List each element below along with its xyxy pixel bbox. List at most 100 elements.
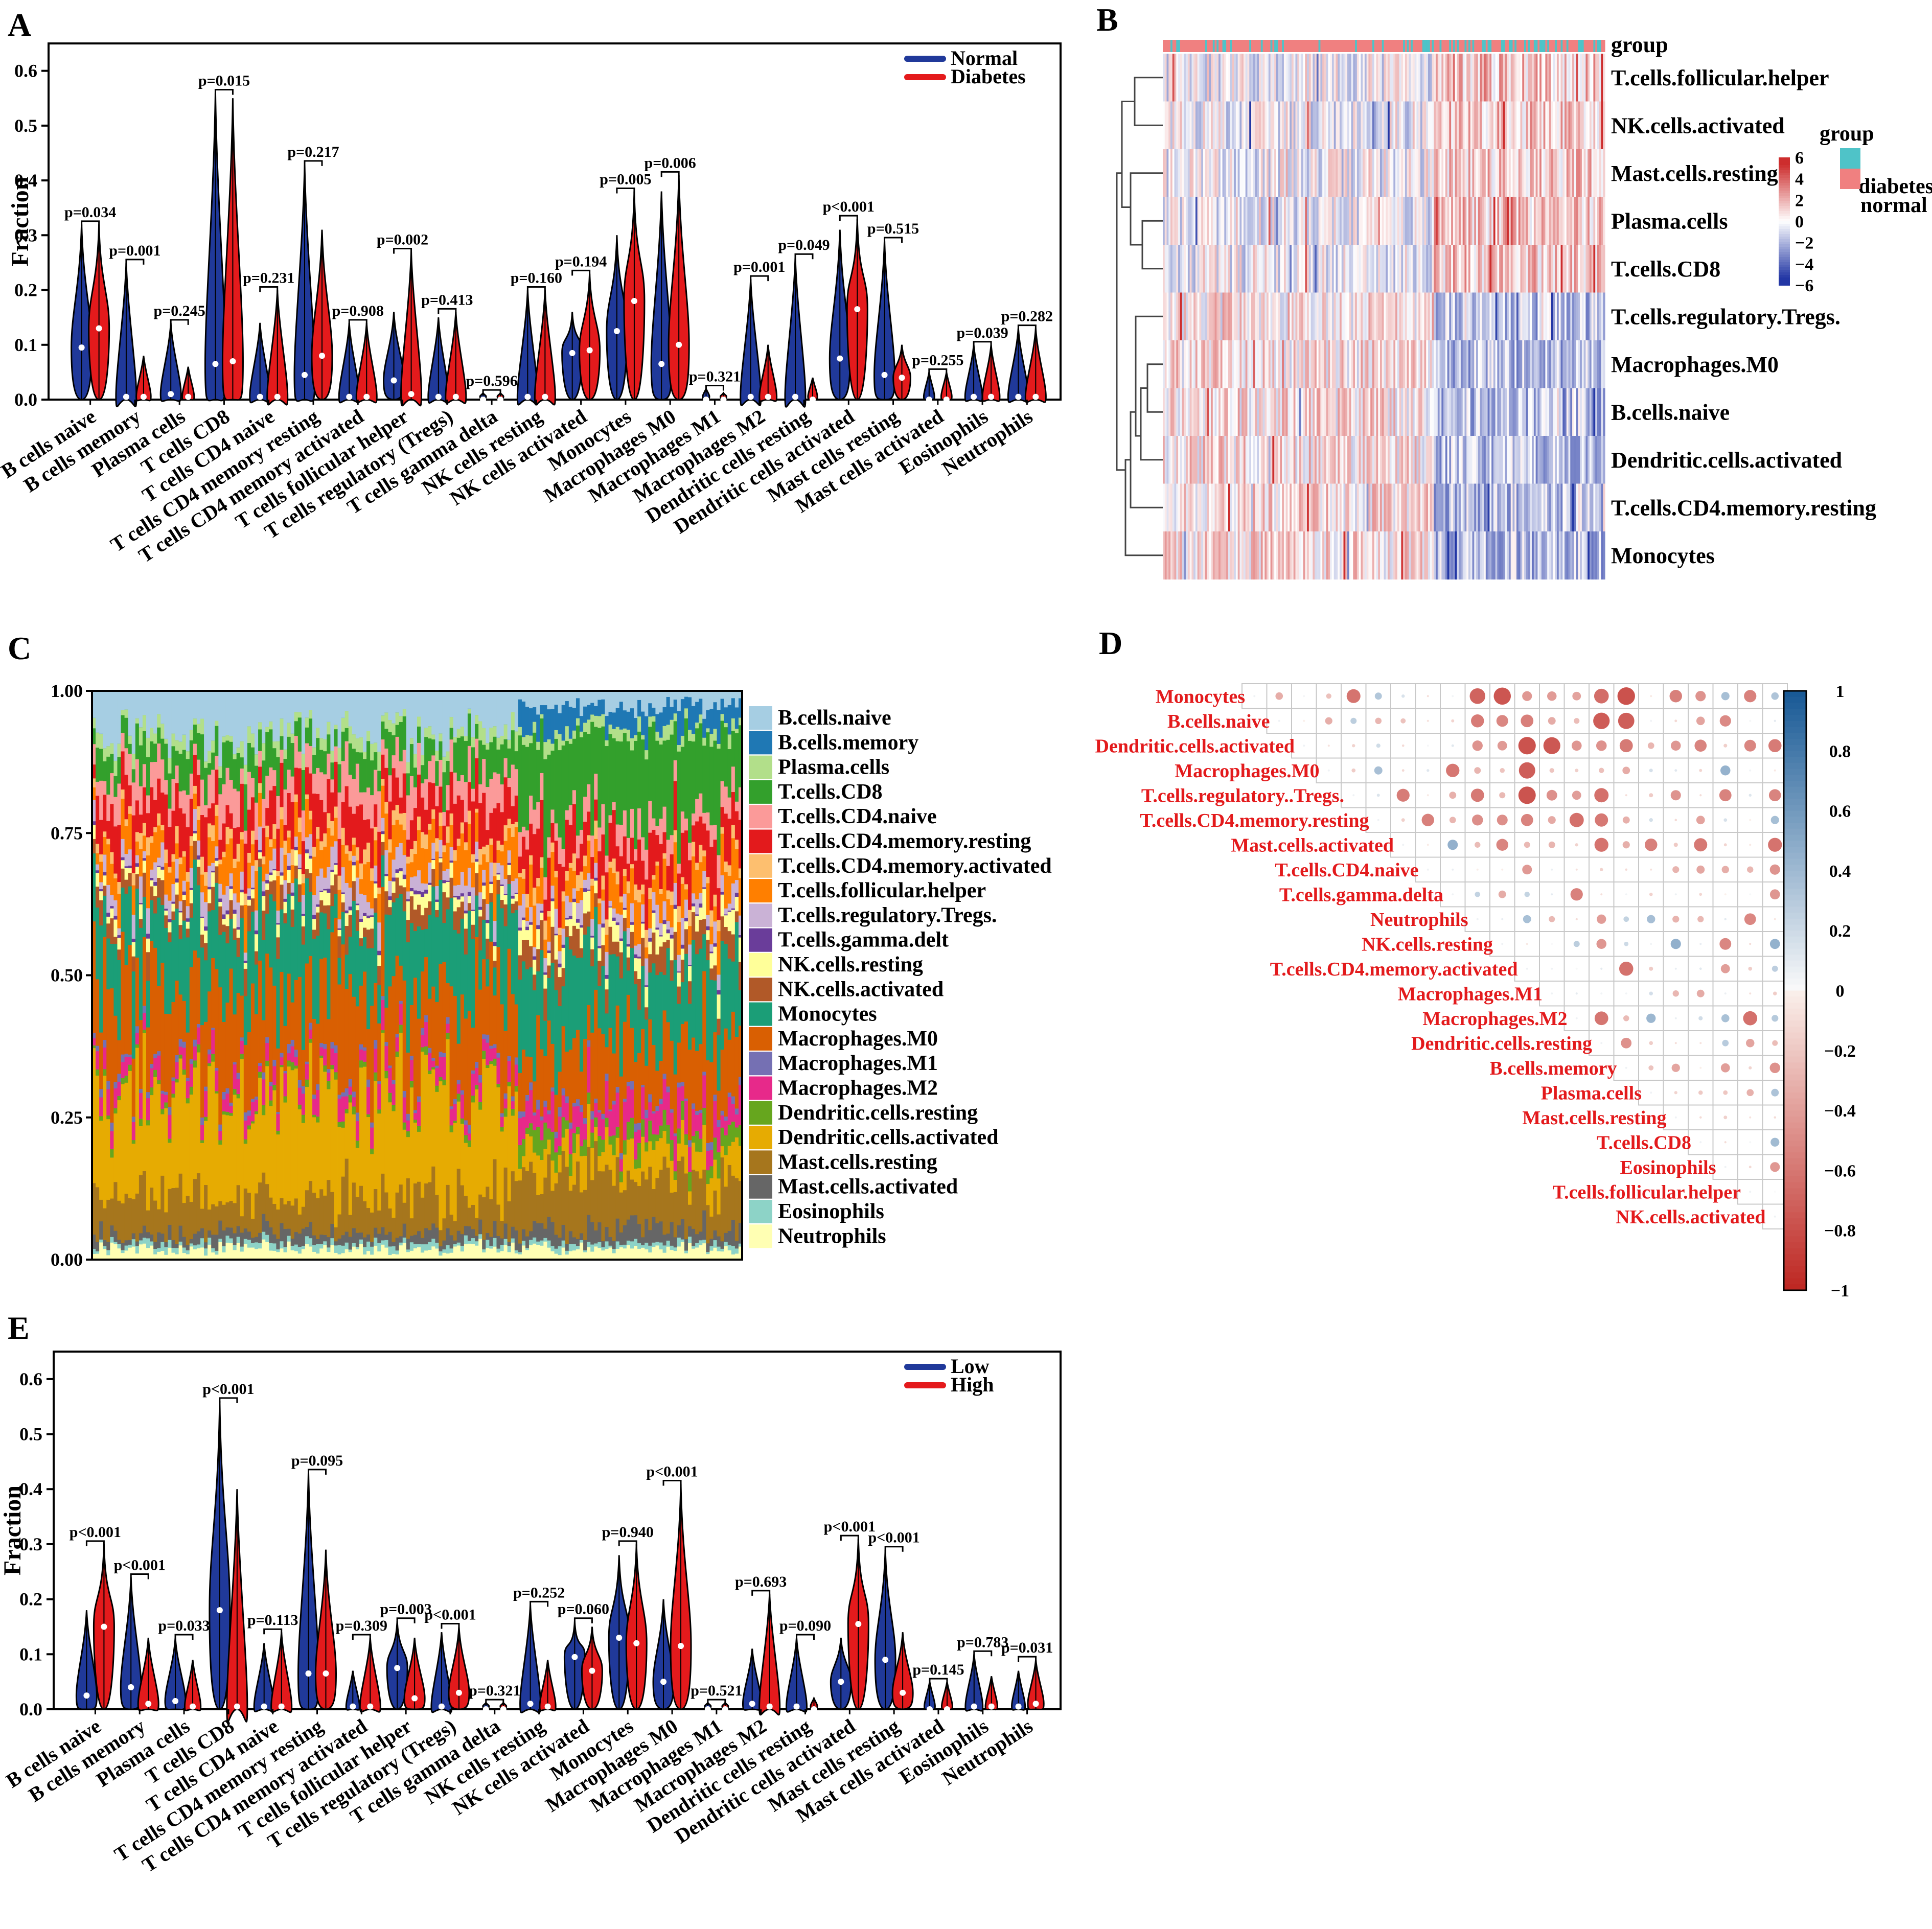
heatmap-cell bbox=[1191, 531, 1194, 580]
heatmap-cell bbox=[1580, 54, 1582, 102]
heatmap-cell bbox=[1303, 54, 1305, 102]
median-dot bbox=[747, 393, 754, 400]
stacked-bar-segment bbox=[247, 1239, 251, 1248]
stacked-bar-segment bbox=[200, 815, 204, 857]
heatmap-cell bbox=[1451, 149, 1454, 198]
stacked-bar-segment bbox=[222, 857, 226, 895]
heatmap-cell bbox=[1409, 149, 1411, 198]
heatmap-cell bbox=[1416, 483, 1419, 532]
heatmap-cell bbox=[1395, 531, 1398, 580]
heatmap-cell bbox=[1187, 101, 1190, 150]
heatmap-cell bbox=[1290, 197, 1292, 245]
stacked-bar-segment bbox=[305, 837, 309, 850]
heatmap-cell bbox=[1253, 436, 1256, 484]
stacked-bar-segment bbox=[146, 757, 150, 796]
stacked-bar-segment bbox=[124, 868, 129, 880]
stacked-bar-segment bbox=[319, 1248, 324, 1260]
stacked-bar-segment bbox=[229, 968, 233, 1103]
stacked-bar-segment bbox=[128, 872, 132, 887]
y-tick-label: 0.5 bbox=[19, 1424, 42, 1445]
heatmap-cell bbox=[1468, 245, 1471, 293]
heatmap-cell bbox=[1480, 531, 1482, 580]
stacked-bar-segment bbox=[243, 843, 248, 894]
stacked-bar-segment bbox=[344, 710, 349, 728]
median-dot bbox=[571, 1654, 578, 1660]
stacked-bar-segment bbox=[204, 1086, 208, 1091]
group-annotation-cell bbox=[1541, 40, 1544, 52]
heatmap-cell bbox=[1164, 54, 1167, 102]
stacked-bar-segment bbox=[99, 1097, 103, 1117]
stacked-bar-segment bbox=[204, 805, 208, 818]
heatmap-cell bbox=[1522, 101, 1525, 150]
heatmap-cell bbox=[1426, 388, 1429, 436]
stacked-bar-segment bbox=[269, 894, 273, 968]
heatmap-cell bbox=[1535, 245, 1538, 293]
heatmap-cell bbox=[1476, 531, 1479, 580]
heatmap-cell bbox=[1359, 54, 1361, 102]
heatmap-cell bbox=[1201, 149, 1204, 198]
significance-bracket bbox=[750, 275, 769, 282]
heatmap-cell bbox=[1499, 245, 1502, 293]
stacked-bar-segment bbox=[182, 920, 187, 1001]
heatmap-cell bbox=[1243, 388, 1246, 436]
heatmap-cell bbox=[1462, 483, 1465, 532]
stacked-bar-segment bbox=[265, 873, 269, 880]
stacked-bar-segment bbox=[312, 1192, 316, 1236]
heatmap-cell bbox=[1308, 531, 1312, 580]
stacked-bar-segment bbox=[193, 1046, 197, 1061]
stacked-bar-segment bbox=[337, 691, 341, 748]
stacked-bar-segment bbox=[153, 896, 157, 914]
heatmap-cell bbox=[1405, 197, 1408, 245]
heatmap-cell bbox=[1510, 197, 1513, 245]
heatmap-cell bbox=[1237, 340, 1240, 389]
stacked-bar-segment bbox=[200, 779, 204, 816]
heatmap-cell bbox=[1303, 388, 1305, 436]
heatmap-cell bbox=[1336, 340, 1338, 389]
stacked-bar-segment bbox=[258, 729, 262, 751]
heatmap-cell bbox=[1356, 54, 1360, 102]
heatmap-cell bbox=[1166, 483, 1169, 532]
stacked-bar-segment bbox=[103, 872, 107, 876]
stacked-bar-segment bbox=[258, 1062, 262, 1066]
heatmap-cell bbox=[1493, 149, 1496, 198]
heatmap-cell bbox=[1553, 340, 1555, 389]
stacked-bar-segment bbox=[218, 1140, 222, 1145]
heatmap-cell bbox=[1259, 245, 1261, 293]
heatmap-cell bbox=[1228, 149, 1231, 198]
heatmap-cell bbox=[1457, 149, 1459, 198]
stacked-bar-segment bbox=[255, 930, 259, 935]
heatmap-cell bbox=[1347, 340, 1350, 389]
heatmap-cell bbox=[1505, 292, 1507, 341]
group-annotation-cell bbox=[1570, 40, 1573, 52]
heatmap-cell bbox=[1359, 197, 1361, 245]
stacked-bar-segment bbox=[297, 831, 302, 855]
stacked-bar-segment bbox=[208, 1063, 212, 1066]
stacked-bar-segment bbox=[106, 691, 110, 747]
heatmap-cell bbox=[1239, 197, 1242, 245]
heatmap-cell bbox=[1386, 483, 1388, 532]
heatmap-cell bbox=[1326, 101, 1329, 150]
heatmap-cell bbox=[1313, 531, 1315, 580]
heatmap-scale-step bbox=[1779, 175, 1790, 178]
heatmap-cell bbox=[1405, 292, 1408, 341]
stacked-bar-segment bbox=[276, 757, 280, 796]
stacked-bar-segment bbox=[316, 768, 320, 794]
heatmap-cell bbox=[1485, 292, 1488, 341]
heatmap-cell bbox=[1566, 292, 1569, 341]
group-annotation-cell bbox=[1282, 40, 1284, 52]
heatmap-cell bbox=[1476, 388, 1479, 436]
heatmap-cell bbox=[1453, 388, 1456, 436]
stacked-bar-segment bbox=[193, 1039, 197, 1047]
stacked-bar-segment bbox=[215, 1091, 219, 1094]
stacked-bar-segment bbox=[272, 901, 277, 986]
stacked-bar-segment bbox=[225, 886, 229, 911]
stacked-bar-segment bbox=[157, 1084, 161, 1210]
heatmap-cell bbox=[1189, 436, 1192, 484]
group-annotation-cell bbox=[1247, 40, 1250, 52]
significance-bracket bbox=[438, 308, 457, 314]
heatmap-cell bbox=[1209, 149, 1211, 198]
heatmap-cell bbox=[1290, 483, 1292, 532]
significance-bracket bbox=[482, 389, 501, 396]
stacked-bar-segment bbox=[276, 1134, 280, 1210]
stacked-bar-segment bbox=[153, 1070, 157, 1077]
